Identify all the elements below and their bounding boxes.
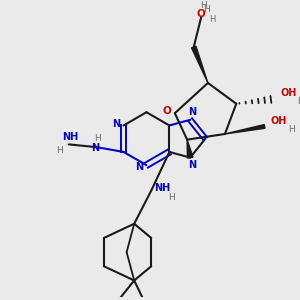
Text: H: H bbox=[94, 134, 100, 143]
Text: O: O bbox=[163, 106, 172, 116]
Text: O: O bbox=[197, 9, 206, 19]
Text: N: N bbox=[188, 107, 196, 117]
Text: NH: NH bbox=[62, 132, 79, 142]
Text: OH: OH bbox=[271, 116, 287, 126]
Text: H: H bbox=[202, 5, 209, 14]
Text: H: H bbox=[56, 146, 63, 154]
Text: H: H bbox=[209, 15, 216, 24]
Text: N: N bbox=[135, 162, 143, 172]
Text: H: H bbox=[200, 1, 207, 10]
Polygon shape bbox=[187, 140, 193, 158]
Text: N: N bbox=[112, 118, 120, 129]
Text: OH: OH bbox=[280, 88, 296, 98]
Text: N: N bbox=[91, 143, 99, 153]
Polygon shape bbox=[191, 46, 208, 83]
Text: NH: NH bbox=[154, 183, 171, 193]
Text: H: H bbox=[169, 193, 176, 202]
Text: H: H bbox=[288, 125, 295, 134]
Polygon shape bbox=[225, 124, 265, 134]
Text: H: H bbox=[297, 97, 300, 106]
Text: N: N bbox=[188, 160, 196, 170]
